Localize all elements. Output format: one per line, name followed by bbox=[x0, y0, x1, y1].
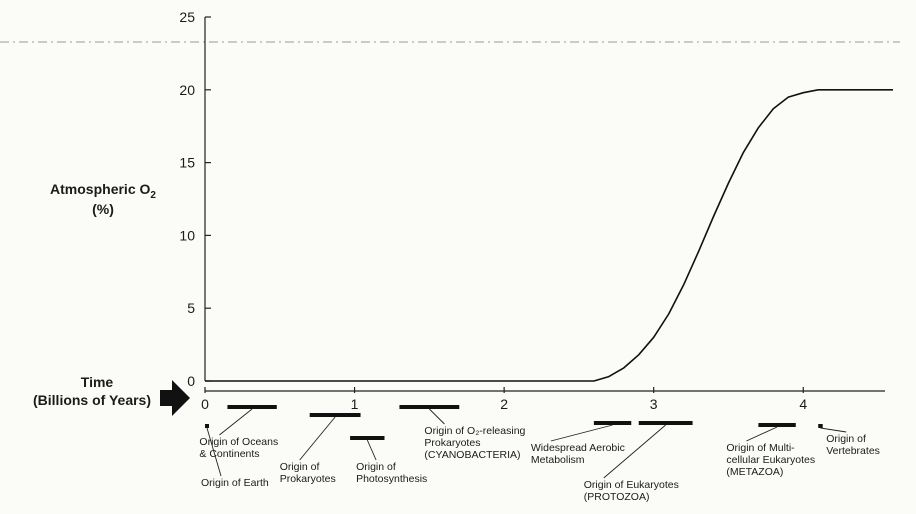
event-bar bbox=[227, 405, 277, 409]
events-layer: Origin of Earth Origin of Oceans& Contine… bbox=[199, 405, 880, 503]
event-pointer bbox=[746, 426, 778, 442]
event-label: Origin of Oceans bbox=[199, 436, 278, 448]
event-label: Prokaryotes bbox=[280, 473, 336, 485]
event-label: cellular Eukaryotes bbox=[726, 454, 815, 466]
event-bar bbox=[350, 436, 385, 440]
x-tick-label: 4 bbox=[799, 396, 807, 412]
event-label: Origin of O₂-releasing bbox=[424, 425, 525, 437]
event-pointer bbox=[219, 408, 253, 436]
y-tick-label: 15 bbox=[179, 155, 195, 171]
event-pointer bbox=[299, 416, 336, 461]
y-tick-label: 5 bbox=[187, 300, 195, 316]
time-arrow-icon bbox=[160, 380, 190, 416]
event-label: Prokaryotes bbox=[424, 437, 480, 449]
event-label: Origin of bbox=[280, 461, 320, 473]
oxygen-series-line bbox=[205, 89, 893, 382]
event-pointer bbox=[603, 424, 666, 479]
event-bar bbox=[205, 424, 209, 428]
event-label: Origin of bbox=[826, 433, 866, 445]
y-axis-unit-label: (%) bbox=[92, 201, 114, 217]
y-axis: 0 5 10 15 20 25 bbox=[179, 9, 211, 389]
y-axis-label-subscript: 2 bbox=[150, 190, 156, 201]
event-label: Vertebrates bbox=[826, 445, 880, 457]
x-axis: 0 1 2 3 4 bbox=[201, 387, 885, 412]
event-label: & Continents bbox=[199, 448, 259, 460]
y-axis-label: Atmospheric O2 bbox=[50, 181, 156, 201]
event-bar bbox=[758, 423, 796, 427]
event-label: (METAZOA) bbox=[726, 466, 783, 478]
x-tick-label: 1 bbox=[351, 396, 359, 412]
event-label: (CYANOBACTERIA) bbox=[424, 449, 520, 461]
series-layer bbox=[205, 89, 893, 382]
event-label: Origin of Multi- bbox=[726, 442, 795, 454]
event-pointer bbox=[820, 427, 847, 433]
event-pointer bbox=[366, 439, 377, 461]
event-label: Photosynthesis bbox=[356, 473, 427, 485]
event-bar bbox=[638, 421, 693, 425]
y-axis-label-text: Atmospheric O bbox=[50, 181, 150, 197]
event-bar bbox=[593, 421, 632, 425]
event-label: Widespread Aerobic bbox=[531, 442, 625, 454]
y-tick-label: 25 bbox=[179, 9, 195, 25]
x-tick-label: 0 bbox=[201, 396, 209, 412]
time-label-line1: Time bbox=[81, 374, 114, 390]
event-bar bbox=[309, 413, 361, 417]
x-tick-label: 3 bbox=[650, 396, 658, 412]
y-tick-label: 0 bbox=[187, 373, 195, 389]
event-bar bbox=[818, 424, 823, 428]
y-tick-label: 20 bbox=[179, 82, 195, 98]
event-label: Origin of bbox=[356, 461, 396, 473]
event-pointer bbox=[550, 424, 613, 442]
time-label-line2: (Billions of Years) bbox=[33, 392, 151, 408]
event-label: Metabolism bbox=[531, 454, 585, 466]
x-tick-label: 2 bbox=[500, 396, 508, 412]
event-label: (PROTOZOA) bbox=[584, 491, 650, 503]
event-label: Origin of Earth bbox=[201, 477, 269, 489]
event-label: Origin of Eukaryotes bbox=[584, 479, 679, 491]
event-bar bbox=[399, 405, 460, 409]
y-tick-label: 10 bbox=[179, 227, 195, 243]
event-pointer bbox=[206, 427, 222, 477]
event-pointer bbox=[429, 408, 445, 425]
